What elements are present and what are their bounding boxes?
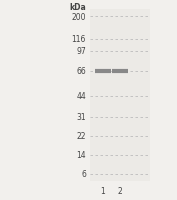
Text: 200: 200 bbox=[72, 12, 86, 21]
Text: 97: 97 bbox=[76, 47, 86, 56]
Text: 66: 66 bbox=[76, 67, 86, 76]
Bar bbox=[90, 10, 150, 181]
Text: 14: 14 bbox=[76, 151, 86, 160]
Text: kDa: kDa bbox=[69, 2, 86, 11]
Text: 116: 116 bbox=[72, 35, 86, 44]
Text: 22: 22 bbox=[76, 132, 86, 141]
Text: 2: 2 bbox=[118, 187, 122, 196]
Text: 6: 6 bbox=[81, 170, 86, 179]
Text: 1: 1 bbox=[101, 187, 105, 196]
Text: 44: 44 bbox=[76, 92, 86, 101]
Text: 31: 31 bbox=[76, 113, 86, 122]
